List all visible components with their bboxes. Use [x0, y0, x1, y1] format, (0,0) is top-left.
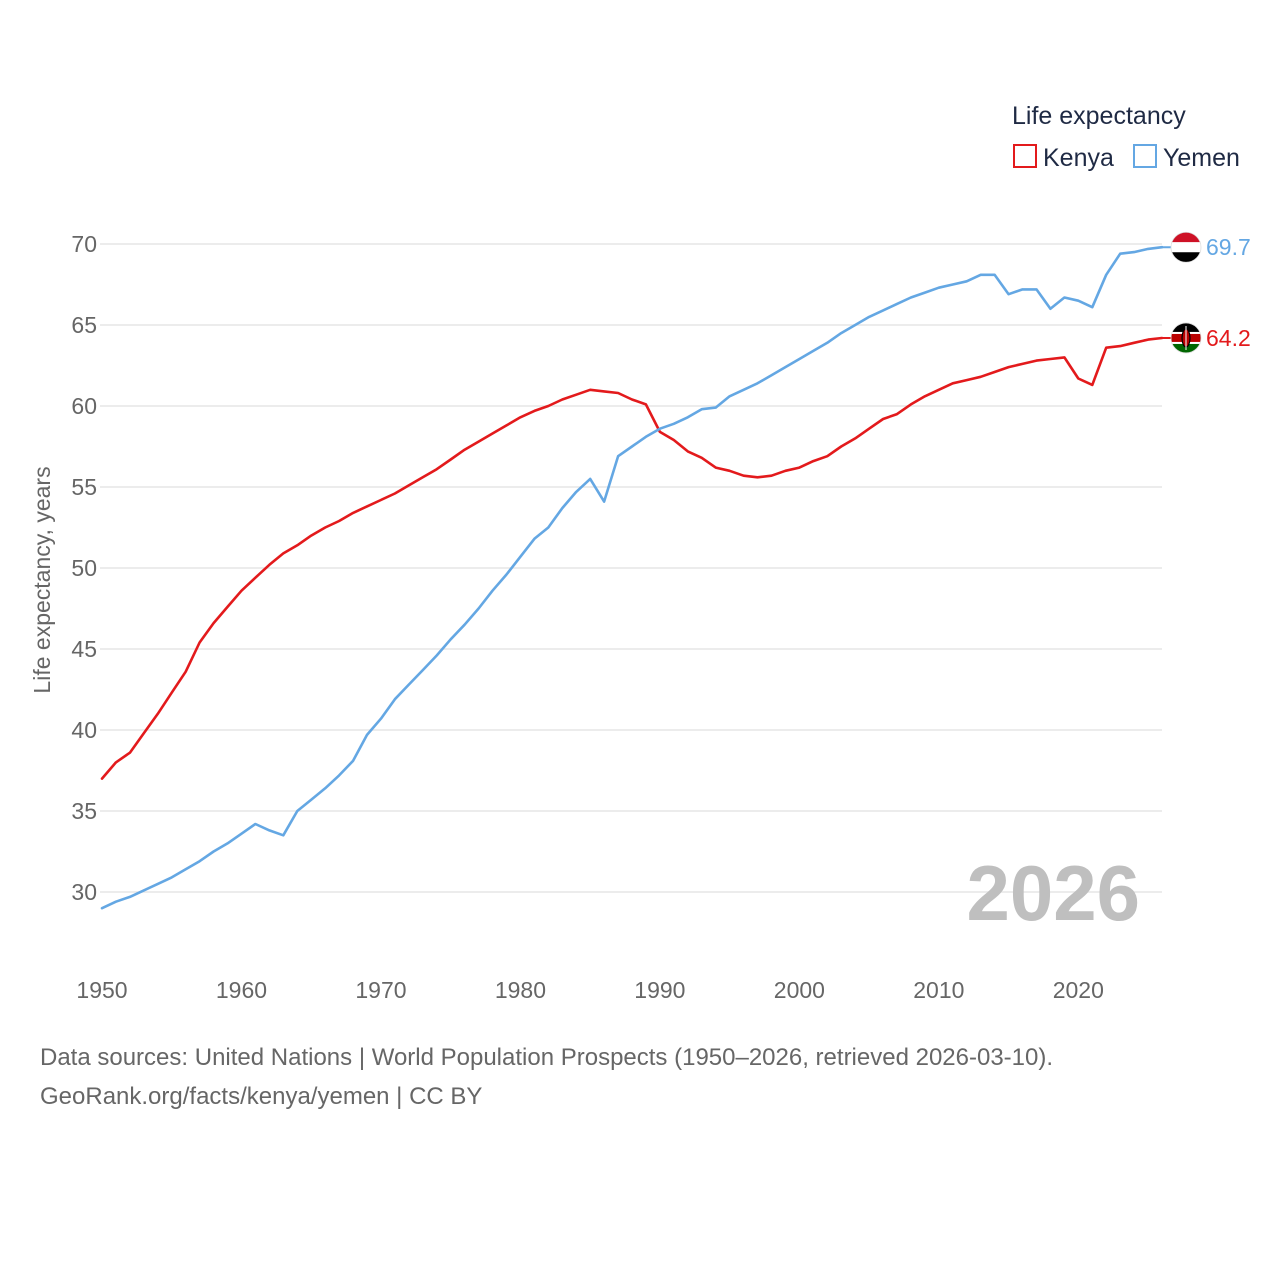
yemen-flag-icon — [1171, 232, 1201, 263]
end-label-kenya: 64.2 — [1206, 325, 1251, 351]
y-axis-title: Life expectancy, years — [29, 466, 55, 693]
end-label-yemen: 69.7 — [1206, 234, 1251, 260]
source-line-1: Data sources: United Nations | World Pop… — [40, 1044, 1054, 1071]
series-line-kenya — [100, 336, 1164, 780]
legend-swatch-yemen — [1133, 144, 1157, 168]
y-tick-label-40: 40 — [71, 717, 97, 743]
y-axis-ticks: 30 35 40 45 50 55 60 65 70 — [71, 231, 97, 905]
x-tick-label-1990: 1990 — [634, 977, 685, 1003]
x-tick-label-1970: 1970 — [355, 977, 406, 1003]
legend: Life expectancy Kenya Yemen — [1012, 102, 1240, 172]
source-line-2[interactable]: GeoRank.org/facts/kenya/yemen | CC BY — [40, 1083, 483, 1110]
series-line-yemen — [100, 245, 1164, 910]
y-tick-label-45: 45 — [71, 636, 97, 662]
gridlines — [100, 243, 1162, 893]
x-tick-label-2000: 2000 — [774, 977, 825, 1003]
legend-label-kenya: Kenya — [1043, 144, 1114, 172]
y-tick-label-30: 30 — [71, 879, 97, 905]
kenya-flag-icon — [1171, 322, 1201, 353]
legend-title: Life expectancy — [1012, 102, 1186, 130]
y-tick-label-55: 55 — [71, 474, 97, 500]
series-lines — [100, 245, 1164, 910]
legend-label-yemen: Yemen — [1163, 144, 1240, 172]
y-tick-label-65: 65 — [71, 312, 97, 338]
series-end-markers: 64.2 69.7 — [1162, 231, 1251, 354]
x-tick-label-1950: 1950 — [76, 977, 127, 1003]
y-tick-label-35: 35 — [71, 798, 97, 824]
x-tick-label-1980: 1980 — [495, 977, 546, 1003]
year-watermark: 2026 — [966, 849, 1140, 937]
x-tick-label-2010: 2010 — [913, 977, 964, 1003]
legend-swatch-kenya — [1013, 144, 1037, 168]
x-axis-ticks: 1950 1960 1970 1980 1990 2000 2010 2020 — [76, 977, 1103, 1003]
x-tick-label-2020: 2020 — [1053, 977, 1104, 1003]
y-tick-label-70: 70 — [71, 231, 97, 257]
y-tick-label-50: 50 — [71, 555, 97, 581]
x-tick-label-1960: 1960 — [216, 977, 267, 1003]
y-tick-label-60: 60 — [71, 393, 97, 419]
